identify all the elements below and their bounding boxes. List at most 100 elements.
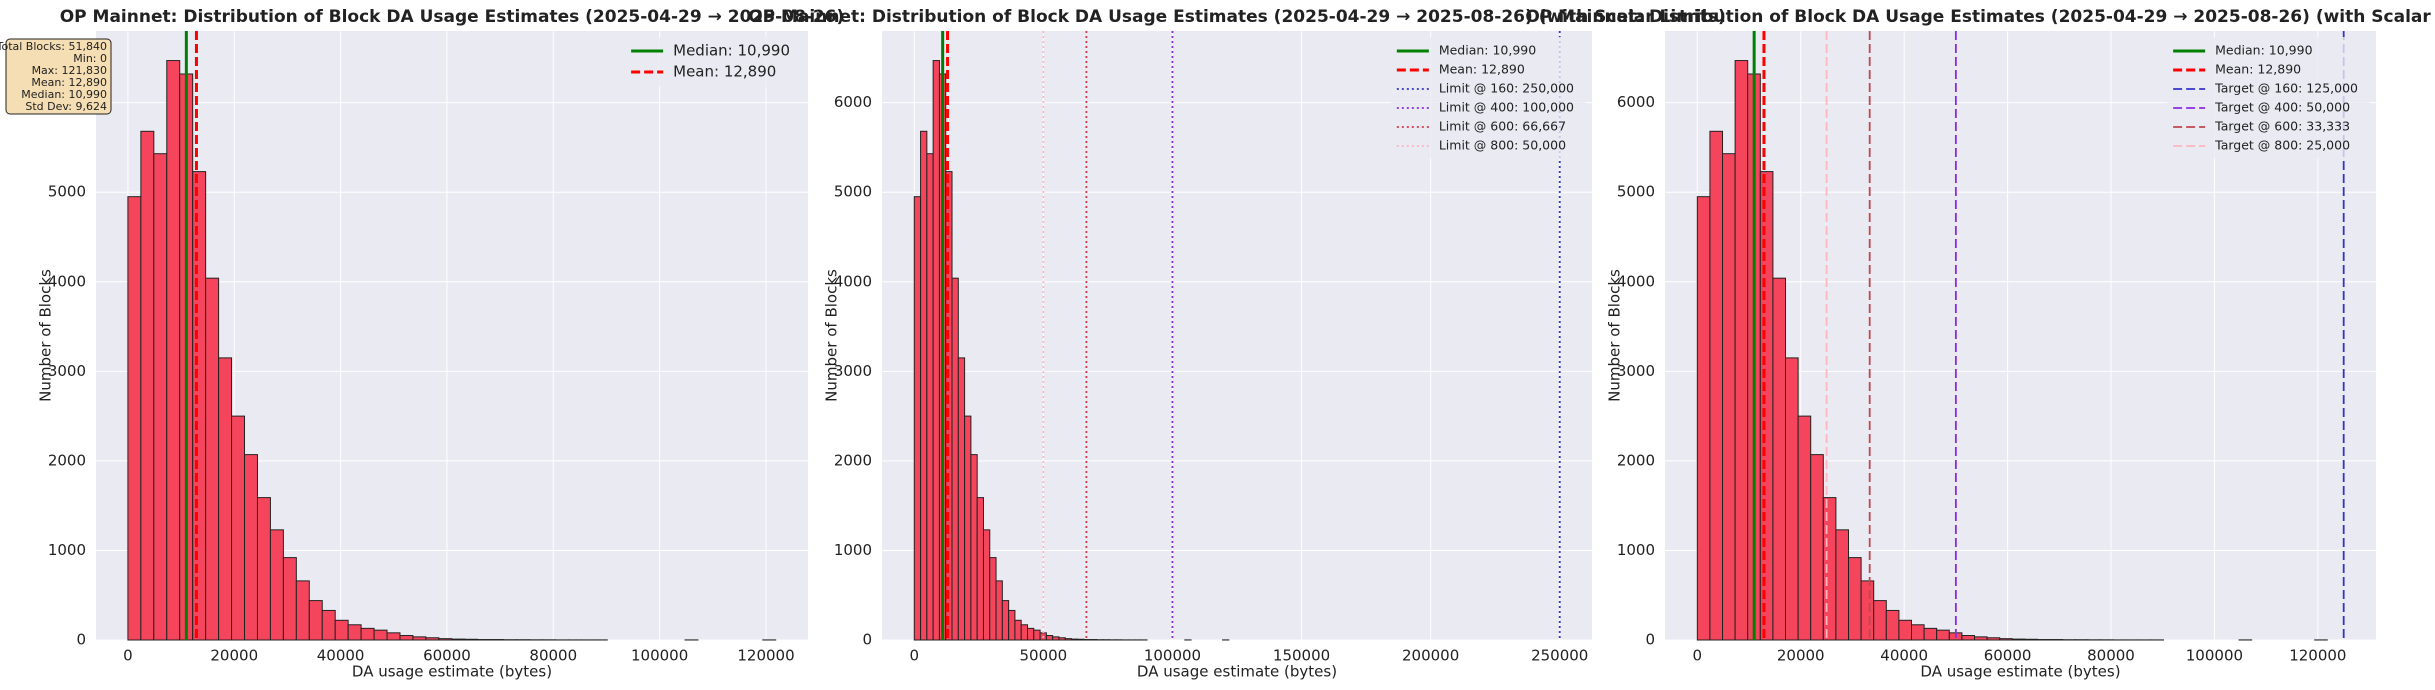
- bar: [1974, 636, 1988, 641]
- y-axis-label: Number of Blocks: [823, 269, 841, 402]
- x-tick-label: 0: [909, 647, 919, 665]
- bar: [334, 619, 349, 641]
- x-tick-label: 20000: [210, 647, 258, 665]
- y-axis-label: Number of Blocks: [37, 269, 55, 402]
- bar: [1873, 600, 1887, 641]
- y-tick-label: 1000: [834, 541, 872, 559]
- bar: [360, 627, 375, 641]
- x-tick-label: 200000: [1402, 647, 1459, 665]
- bar: [1999, 638, 2013, 641]
- bar: [1898, 619, 1913, 641]
- bar: [308, 600, 323, 641]
- bar: [412, 636, 427, 641]
- bar: [153, 153, 168, 641]
- bar: [1759, 171, 1774, 641]
- y-tick-label: 5000: [834, 183, 872, 201]
- bar: [256, 497, 271, 641]
- bar: [231, 415, 246, 641]
- x-tick-label: 0: [1693, 647, 1703, 665]
- bar: [386, 632, 401, 641]
- legend-label: Median: 10,990: [2215, 43, 2312, 58]
- legend-label: Target @ 600: 33,333: [2214, 119, 2350, 134]
- y-tick-label: 6000: [834, 93, 872, 111]
- bar: [964, 415, 972, 641]
- bar: [2024, 638, 2039, 641]
- legend-label: Mean: 12,890: [673, 63, 776, 81]
- bar: [399, 635, 414, 641]
- y-tick-label: 1000: [1617, 541, 1655, 559]
- y-tick-label: 6000: [1617, 93, 1655, 111]
- stats-line: Median: 10,990: [21, 88, 107, 101]
- bar: [989, 557, 997, 641]
- bar: [920, 130, 928, 641]
- bar: [926, 153, 934, 641]
- y-tick-label: 3000: [48, 362, 86, 380]
- legend-label: Target @ 400: 50,000: [2214, 100, 2350, 115]
- legend-label: Limit @ 800: 50,000: [1439, 138, 1566, 153]
- y-tick-label: 4000: [1617, 272, 1655, 290]
- x-axis-label: DA usage estimate (bytes): [1137, 663, 1337, 681]
- chart-title: OP Mainnet: Distribution of Block DA Usa…: [1525, 7, 2435, 27]
- stats-line: Total Blocks: 51,840: [0, 40, 107, 53]
- x-tick-label: 20000: [1777, 647, 1825, 665]
- legend-label: Mean: 12,890: [2215, 62, 2301, 77]
- bar: [464, 638, 479, 641]
- y-tick-label: 2000: [834, 451, 872, 469]
- bar: [1810, 454, 1824, 641]
- chart-title: OP Mainnet: Distribution of Block DA Usa…: [60, 7, 845, 27]
- bar: [438, 638, 453, 641]
- x-tick-label: 60000: [1984, 647, 2032, 665]
- y-tick-label: 1000: [48, 541, 86, 559]
- legend-box: [2167, 37, 2370, 159]
- x-tick-label: 100000: [1144, 647, 1201, 665]
- bar: [1033, 629, 1041, 641]
- bar: [282, 557, 297, 641]
- bar: [1014, 619, 1022, 641]
- y-tick-label: 0: [862, 631, 872, 649]
- legend-box: [1390, 37, 1586, 159]
- bar: [1008, 609, 1016, 641]
- legend-label: Target @ 160: 125,000: [2214, 81, 2358, 96]
- x-tick-label: 120000: [2289, 647, 2346, 665]
- bar: [1911, 624, 1925, 641]
- x-tick-label: 100000: [631, 647, 688, 665]
- y-tick-label: 2000: [48, 451, 86, 469]
- legend-label: Median: 10,990: [673, 42, 790, 60]
- bar: [1986, 637, 2001, 641]
- bar: [244, 454, 258, 641]
- bar: [1071, 638, 1079, 641]
- bar: [1077, 638, 1085, 641]
- bar: [1923, 627, 1938, 641]
- bar: [1860, 580, 1875, 641]
- y-tick-label: 2000: [1617, 451, 1655, 469]
- x-tick-label: 80000: [529, 647, 577, 665]
- x-tick-label: 60000: [423, 647, 471, 665]
- legend-label: Target @ 800: 25,000: [2214, 138, 2350, 153]
- legend: Median: 10,990 Mean: 12,890 Limit @ 160: 2…: [1390, 37, 1586, 159]
- y-tick-label: 3000: [834, 362, 872, 380]
- stats-line: Std Dev: 9,624: [25, 100, 107, 113]
- bar: [1052, 636, 1060, 641]
- bar: [1936, 629, 1950, 641]
- chart-title: OP Mainnet: Distribution of Block DA Usa…: [748, 7, 1726, 27]
- legend-label: Limit @ 400: 100,000: [1439, 100, 1574, 115]
- bar: [1001, 600, 1010, 641]
- bar: [269, 529, 284, 641]
- bar: [1835, 529, 1850, 641]
- x-tick-label: 150000: [1273, 647, 1330, 665]
- bar: [1709, 130, 1724, 641]
- y-tick-label: 4000: [48, 272, 86, 290]
- x-tick-label: 100000: [2186, 647, 2243, 665]
- bar: [982, 529, 991, 641]
- bar: [295, 580, 310, 641]
- bar: [932, 60, 940, 641]
- bar: [957, 357, 966, 641]
- bar: [1885, 609, 1900, 641]
- bar: [321, 609, 336, 641]
- y-tick-label: 5000: [1617, 183, 1655, 201]
- bar: [976, 497, 984, 641]
- stats-line: Mean: 12,890: [31, 76, 107, 89]
- legend-box: [625, 37, 802, 87]
- x-tick-label: 0: [123, 647, 133, 665]
